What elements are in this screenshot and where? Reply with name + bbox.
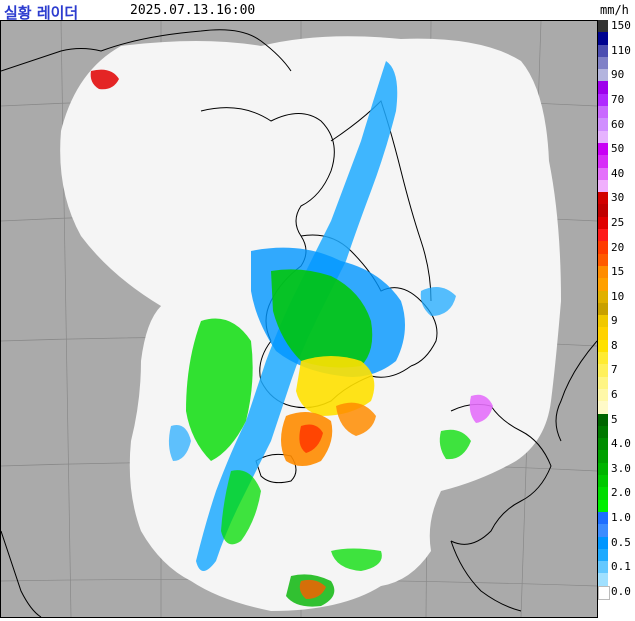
- legend-label: 1.0: [611, 511, 631, 525]
- legend-swatch: [598, 278, 608, 292]
- legend-swatch: [598, 376, 608, 390]
- legend-label: 30: [611, 191, 625, 205]
- legend-swatch: [598, 192, 608, 205]
- legend-swatch: [598, 142, 608, 156]
- legend-swatch: [598, 106, 608, 119]
- unit-label: mm/h: [600, 3, 629, 17]
- legend-label: 0.1: [611, 560, 631, 574]
- legend-label: 7: [611, 363, 618, 377]
- legend-swatch: [598, 401, 608, 415]
- legend-swatch: [598, 118, 608, 132]
- legend-swatch: [598, 290, 608, 304]
- legend-swatch: [598, 44, 608, 58]
- legend-swatch: [598, 155, 608, 169]
- header-bar: 실황 레이더 2025.07.13.16:00 mm/h: [0, 0, 635, 22]
- legend-swatch: [598, 573, 608, 587]
- legend-swatch: [598, 315, 608, 328]
- legend-label: 70: [611, 92, 625, 106]
- legend-swatch: [598, 388, 608, 402]
- legend-swatch: [598, 69, 608, 82]
- legend-swatch: [598, 425, 608, 439]
- legend-swatch: [598, 561, 608, 574]
- legend-label: 0.5: [611, 535, 631, 549]
- legend-swatch: [598, 585, 610, 601]
- legend-swatch: [598, 167, 608, 181]
- legend-swatch: [598, 487, 608, 501]
- legend-swatch: [598, 216, 608, 230]
- legend-label: 3.0: [611, 461, 631, 475]
- legend-swatch: [598, 339, 608, 353]
- legend-swatch: [598, 511, 608, 525]
- radar-map-svg: [0, 20, 598, 618]
- legend-swatch: [598, 302, 608, 316]
- legend-swatch: [598, 352, 608, 365]
- legend-label: 60: [611, 117, 625, 131]
- legend-label: 8: [611, 338, 618, 352]
- legend-label: 40: [611, 166, 625, 180]
- legend-swatch: [598, 32, 608, 46]
- legend-swatch: [598, 204, 608, 218]
- legend-swatch: [598, 56, 608, 70]
- legend-label: 110: [611, 43, 631, 57]
- legend-label: 5: [611, 412, 618, 426]
- precipitation-echoes: [90, 61, 493, 607]
- legend-label: 50: [611, 142, 625, 156]
- legend-label: 15: [611, 265, 625, 279]
- legend-swatch: [598, 179, 608, 193]
- legend-label: 20: [611, 240, 625, 254]
- legend-swatch: [598, 548, 608, 562]
- legend-swatch: [598, 130, 608, 144]
- legend-swatch: [598, 499, 608, 513]
- legend-swatch: [598, 241, 608, 255]
- legend-label: 9: [611, 314, 618, 328]
- legend-swatch: [598, 364, 608, 378]
- legend-swatch: [598, 81, 608, 95]
- page-title: 실황 레이더: [4, 4, 79, 22]
- legend-label: 2.0: [611, 486, 631, 500]
- legend-swatch: [598, 450, 608, 464]
- legend-swatch: [598, 265, 608, 279]
- legend-label: 0.0: [611, 584, 631, 598]
- legend-label: 4.0: [611, 437, 631, 451]
- legend-swatch: [598, 536, 608, 550]
- legend-label: 150: [611, 19, 631, 33]
- legend-label: 6: [611, 388, 618, 402]
- legend-swatch: [598, 327, 608, 341]
- legend-swatch: [598, 20, 608, 33]
- legend-swatch: [598, 93, 608, 107]
- legend-swatch: [598, 475, 608, 488]
- legend-label: 25: [611, 215, 625, 229]
- timestamp: 2025.07.13.16:00: [130, 3, 256, 18]
- legend-label: 90: [611, 68, 625, 82]
- legend-swatch: [598, 438, 608, 451]
- legend-label: 10: [611, 289, 625, 303]
- legend-swatch: [598, 524, 608, 537]
- precipitation-legend: 150 110 90 70 60 50 40 30 25 20 15 10 9 8 7 6 5 4.0 3.0 2.0…: [598, 20, 635, 620]
- legend-swatch: [598, 253, 608, 267]
- legend-swatch: [598, 229, 608, 242]
- legend-swatch: [598, 462, 608, 476]
- legend-swatch: [598, 413, 608, 427]
- radar-map[interactable]: [0, 20, 598, 618]
